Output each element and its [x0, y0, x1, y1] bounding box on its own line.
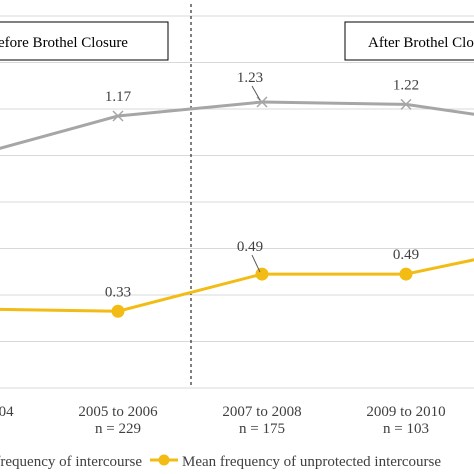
data-label: 0.49: [393, 247, 419, 263]
series-2-point: [255, 267, 269, 281]
gridlines: [0, 15, 474, 389]
x-tick-label: 2005 to 2006: [78, 404, 158, 420]
data-labels: 1.17 1.23 1.22 0.33 0.49 0.49: [105, 70, 419, 300]
x-tick-label: 2007 to 2008: [222, 404, 301, 420]
legend: Mean frequency of intercourse Mean freque…: [0, 454, 441, 470]
data-label: 0.49: [237, 239, 263, 255]
series-2-point: [111, 304, 125, 318]
data-label: 1.22: [393, 77, 419, 93]
data-label: 0.33: [105, 284, 131, 300]
after-closure-box: After Brothel Closure: [344, 21, 474, 61]
x-tick-sample-size: n = 103: [383, 421, 429, 437]
before-closure-box: Before Brothel Closure: [0, 21, 169, 61]
x-tick-sample-size: n = 229: [95, 421, 141, 437]
series-2-point: [399, 267, 413, 281]
x-tick-sample-size: n = 175: [239, 421, 285, 437]
legend-marker-2: [158, 454, 170, 466]
series-line-1: [0, 100, 474, 150]
series-markers: [111, 96, 413, 318]
x-tick-label: 2003 to 2004: [0, 404, 14, 420]
after-closure-label: After Brothel Closure: [368, 35, 474, 51]
data-label-leader: [251, 85, 261, 101]
legend-label-2: Mean frequency of unprotected intercours…: [182, 454, 441, 470]
series-lines: [0, 100, 474, 313]
point-stroke: [256, 96, 268, 108]
data-label: 1.23: [237, 70, 263, 86]
series-1-point: [112, 110, 124, 122]
point-stroke: [112, 110, 124, 122]
series-1-point: [400, 98, 412, 110]
x-tick-label: 2009 to 2010: [366, 404, 445, 420]
data-label: 1.17: [105, 89, 132, 105]
legend-label-1: Mean frequency of intercourse: [0, 454, 142, 470]
before-closure-label: Before Brothel Closure: [0, 35, 128, 51]
data-label-leader: [251, 254, 261, 273]
point-stroke: [400, 98, 412, 110]
